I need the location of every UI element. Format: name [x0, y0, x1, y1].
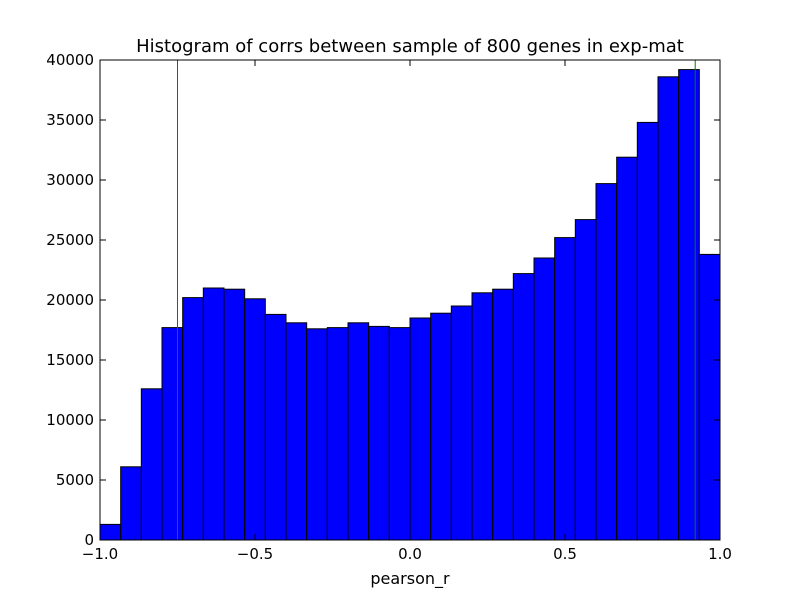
- x-axis-label: pearson_r: [370, 569, 450, 589]
- histogram-bar: [471, 292, 494, 541]
- y-tick-label: 5000: [56, 471, 94, 489]
- histogram-bar: [698, 253, 721, 541]
- histogram-bar: [326, 327, 349, 541]
- histogram-bar: [636, 121, 659, 541]
- histogram-bar: [264, 313, 287, 541]
- x-tick-label: 0.5: [553, 545, 577, 563]
- y-tick-label: 20000: [46, 291, 94, 309]
- y-tick-label: 40000: [46, 51, 94, 69]
- histogram-bar: [244, 298, 266, 541]
- y-tick-label: 10000: [46, 411, 94, 429]
- x-tick-label: 1.0: [708, 545, 732, 563]
- histogram-bar: [595, 183, 618, 541]
- y-tick-label: 25000: [46, 231, 94, 249]
- y-tick-label: 30000: [46, 171, 94, 189]
- histogram-bar: [409, 317, 432, 541]
- histogram-bar: [388, 327, 411, 541]
- histogram-bar: [202, 287, 225, 541]
- histogram-bar: [347, 322, 370, 541]
- x-tick-label: −1.0: [82, 545, 118, 563]
- histogram-bar: [223, 288, 246, 541]
- histogram-bar: [430, 312, 452, 541]
- histogram-bar: [512, 273, 535, 541]
- histogram-bar: [554, 237, 576, 541]
- histogram-bar: [492, 288, 514, 541]
- histogram-bar: [574, 219, 597, 541]
- histogram-bar: [99, 523, 122, 541]
- histogram-bar: [678, 69, 700, 541]
- y-tick-label: 15000: [46, 351, 94, 369]
- histogram-bar: [306, 328, 328, 541]
- histogram-bar: [140, 388, 163, 541]
- y-axis: 0 5000 10000 15000 20000 25000 30000 35000 40000: [46, 51, 720, 549]
- histogram-bar: [533, 257, 556, 541]
- reference-lines: [177, 60, 696, 540]
- histogram-bar: [657, 76, 680, 541]
- histogram-bar: [368, 325, 390, 541]
- histogram-bar: [182, 297, 204, 541]
- chart-title: Histogram of corrs between sample of 800…: [136, 36, 684, 57]
- x-tick-label: −0.5: [237, 545, 273, 563]
- histogram-bar: [285, 322, 308, 541]
- histogram-bar: [161, 327, 184, 541]
- y-tick-label: 35000: [46, 111, 94, 129]
- histogram-bar: [120, 466, 142, 541]
- histogram-bar: [450, 305, 473, 541]
- x-tick-label: 0.0: [398, 545, 422, 563]
- x-axis: −1.0 −0.5 0.0 0.5 1.0: [82, 60, 732, 563]
- y-tick-label: 0: [84, 531, 94, 549]
- histogram-bar: [616, 156, 638, 541]
